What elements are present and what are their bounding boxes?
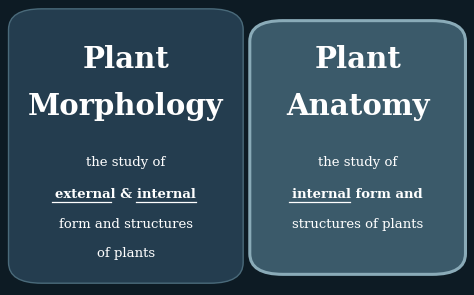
Text: form and structures: form and structures: [59, 218, 193, 231]
Text: structures of plants: structures of plants: [292, 218, 423, 231]
Text: external & internal: external & internal: [55, 188, 196, 201]
Text: internal form and: internal form and: [292, 188, 423, 201]
FancyBboxPatch shape: [9, 9, 243, 283]
Text: Plant: Plant: [82, 45, 169, 73]
Text: the study of: the study of: [318, 156, 397, 169]
FancyBboxPatch shape: [250, 21, 465, 274]
Text: of plants: of plants: [97, 247, 155, 260]
Text: Morphology: Morphology: [28, 92, 224, 121]
Text: the study of: the study of: [86, 156, 165, 169]
Text: Anatomy: Anatomy: [286, 92, 429, 121]
Text: Plant: Plant: [314, 45, 401, 73]
